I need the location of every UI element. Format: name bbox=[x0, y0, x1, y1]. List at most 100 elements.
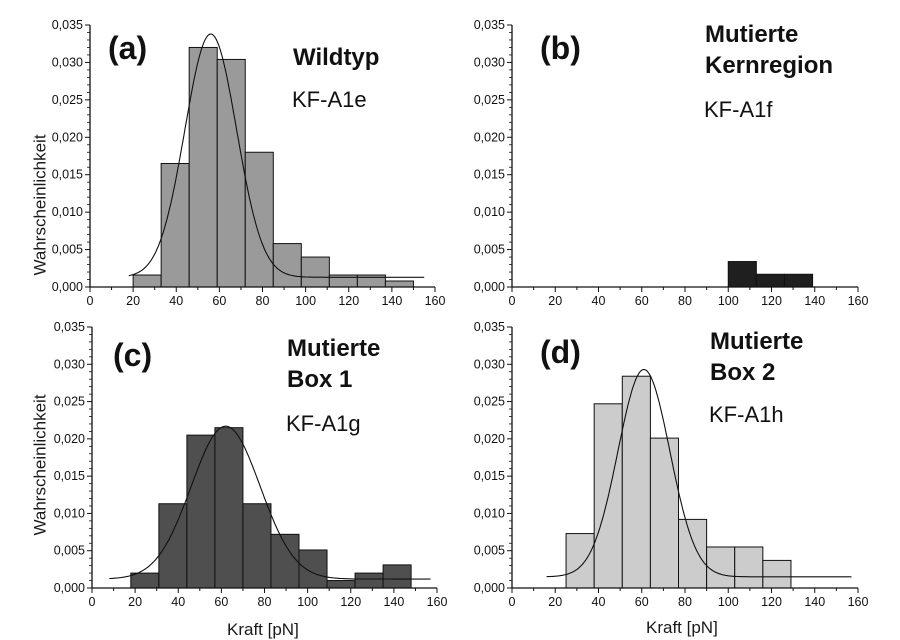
chart-3-bar-6 bbox=[270, 533, 300, 589]
chart-1-bar-3 bbox=[188, 46, 218, 288]
chart-3-title-line-2: Box 1 bbox=[287, 366, 352, 393]
chart-1-y-tick-label-3: 0,015 bbox=[52, 168, 83, 182]
chart-3-fit-curve bbox=[109, 425, 431, 580]
chart-3-y-tick-label-4: 0,020 bbox=[54, 432, 85, 446]
chart-3-subtitle: KF-A1g bbox=[286, 411, 361, 436]
chart-4-y-tick-label-7: 0,035 bbox=[474, 320, 505, 334]
chart-4-bar-4 bbox=[649, 437, 680, 589]
chart-3-bar-5 bbox=[242, 503, 272, 589]
chart-1-panel-label: (a) bbox=[108, 30, 147, 66]
chart-2-x-tick-label-20: 20 bbox=[548, 294, 562, 308]
chart-2-y-tick-label-3: 0,015 bbox=[474, 168, 505, 182]
chart-4-x-tick-label-40: 40 bbox=[592, 595, 606, 609]
chart-4-title-line-1: Mutierte bbox=[710, 328, 803, 355]
chart-4-bar-1 bbox=[565, 533, 595, 589]
chart-3-bar-2 bbox=[158, 503, 188, 589]
chart-3-y-tick-label-6: 0,030 bbox=[54, 357, 85, 371]
chart-2-bar-1 bbox=[727, 261, 757, 288]
chart-4-x-tick-label-60: 60 bbox=[635, 595, 649, 609]
chart-1-x-tick-label-140: 140 bbox=[381, 294, 402, 308]
y-axis-label-bottom: Wahrscheinlichkeit bbox=[30, 394, 50, 536]
chart-1-y-tick-label-0: 0,000 bbox=[52, 280, 83, 294]
chart-4-y-tick-label-0: 0,000 bbox=[474, 581, 505, 595]
chart-4-x-tick-label-160: 160 bbox=[848, 595, 869, 609]
chart-4-y-tick-label-1: 0,005 bbox=[474, 544, 505, 558]
chart-3-bar-8 bbox=[326, 580, 356, 589]
chart-3-x-tick-label-140: 140 bbox=[383, 595, 404, 609]
chart-1-y-tick-label-5: 0,025 bbox=[52, 93, 83, 107]
chart-4-title: Mutierte Box 2 bbox=[710, 328, 803, 386]
chart-4-x-tick-label-140: 140 bbox=[804, 595, 825, 609]
chart-2-title-line-2: Kernregion bbox=[705, 52, 833, 79]
chart-4-x-tick-label-100: 100 bbox=[718, 595, 739, 609]
chart-3-y-tick-label-7: 0,035 bbox=[54, 320, 85, 334]
chart-2-y-tick-label-5: 0,025 bbox=[474, 93, 505, 107]
chart-2-x-tick-label-80: 80 bbox=[678, 294, 692, 308]
chart-3-x-tick-label-40: 40 bbox=[171, 595, 185, 609]
chart-1-title-line-1: Wildtyp bbox=[293, 44, 379, 71]
chart-2-x-tick-label-140: 140 bbox=[804, 294, 825, 308]
chart-1-bar-6 bbox=[272, 243, 302, 288]
chart-4-y-tick-label-5: 0,025 bbox=[474, 395, 505, 409]
chart-4-x-tick-label-80: 80 bbox=[678, 595, 692, 609]
chart-2-bar-3 bbox=[783, 273, 814, 288]
chart-1-x-tick-label-120: 120 bbox=[338, 294, 359, 308]
chart-4-bar-5 bbox=[678, 518, 708, 589]
chart-4-bar-6 bbox=[706, 546, 736, 589]
chart-2-y-tick-label-1: 0,005 bbox=[474, 243, 505, 257]
chart-1-y-tick-label-7: 0,035 bbox=[52, 18, 83, 32]
chart-3-y-tick-label-5: 0,025 bbox=[54, 395, 85, 409]
chart-2-y-tick-label-4: 0,020 bbox=[474, 130, 505, 144]
chart-1-x-tick-label-80: 80 bbox=[256, 294, 270, 308]
chart-3-bar-10 bbox=[382, 564, 412, 589]
chart-4-y-tick-label-6: 0,030 bbox=[474, 357, 505, 371]
chart-4-panel-label: (d) bbox=[540, 334, 581, 370]
chart-2-y-tick-label-0: 0,000 bbox=[474, 280, 505, 294]
chart-3-x-tick-label-0: 0 bbox=[89, 595, 96, 609]
chart-4-x-tick-label-120: 120 bbox=[761, 595, 782, 609]
chart-3-y-tick-label-3: 0,015 bbox=[54, 469, 85, 483]
chart-1-fit-curve bbox=[128, 33, 425, 278]
chart-4-title-line-2: Box 2 bbox=[710, 359, 775, 386]
chart-1-y-tick-label-2: 0,010 bbox=[52, 205, 83, 219]
chart-2-x-tick-label-60: 60 bbox=[635, 294, 649, 308]
chart-1-x-tick-label-0: 0 bbox=[87, 294, 94, 308]
chart-2-panel-label: (b) bbox=[540, 30, 581, 66]
chart-1-bar-7 bbox=[300, 256, 330, 288]
chart-1-y-tick-label-6: 0,030 bbox=[52, 55, 83, 69]
chart-2-y-tick-label-7: 0,035 bbox=[474, 18, 505, 32]
chart-1-bar-4 bbox=[216, 58, 246, 288]
chart-3-x-tick-label-160: 160 bbox=[427, 595, 448, 609]
chart-3-title: Mutierte Box 1 bbox=[287, 335, 380, 393]
chart-1-y-tick-label-4: 0,020 bbox=[52, 130, 83, 144]
chart-3-y-tick-label-1: 0,005 bbox=[54, 544, 85, 558]
chart-3-bar-1 bbox=[130, 572, 160, 589]
chart-2-y-tick-label-6: 0,030 bbox=[474, 55, 505, 69]
chart-4-y-tick-label-2: 0,010 bbox=[474, 506, 505, 520]
chart-1-x-tick-label-160: 160 bbox=[425, 294, 446, 308]
chart-4-x-tick-label-20: 20 bbox=[548, 595, 562, 609]
chart-1-subtitle: KF-A1e bbox=[292, 87, 367, 112]
chart-1-bar-10 bbox=[384, 280, 414, 288]
chart-3-panel-label: (c) bbox=[113, 337, 152, 373]
chart-1-bar-5 bbox=[244, 151, 274, 288]
chart-1-x-tick-label-60: 60 bbox=[212, 294, 226, 308]
chart-2-x-tick-label-0: 0 bbox=[509, 294, 516, 308]
chart-3-bar-9 bbox=[354, 572, 384, 589]
chart-2-x-tick-label-40: 40 bbox=[592, 294, 606, 308]
chart-1-x-tick-label-20: 20 bbox=[126, 294, 140, 308]
chart-1-bar-1 bbox=[132, 274, 162, 288]
chart-3-x-tick-label-60: 60 bbox=[214, 595, 228, 609]
chart-2-subtitle: KF-A1f bbox=[704, 97, 773, 122]
chart-2-title-line-1: Mutierte bbox=[705, 21, 798, 48]
chart-2-x-tick-label-100: 100 bbox=[718, 294, 739, 308]
chart-2-title: Mutierte Kernregion bbox=[705, 21, 833, 79]
chart-4-x-tick-label-0: 0 bbox=[509, 595, 516, 609]
chart-4-bar-8 bbox=[762, 559, 792, 589]
chart-3-bar-4 bbox=[214, 427, 244, 589]
chart-4-y-tick-label-3: 0,015 bbox=[474, 469, 505, 483]
chart-2-x-tick-label-160: 160 bbox=[848, 294, 869, 308]
chart-3-y-tick-label-0: 0,000 bbox=[54, 581, 85, 595]
chart-3-x-tick-label-20: 20 bbox=[128, 595, 142, 609]
